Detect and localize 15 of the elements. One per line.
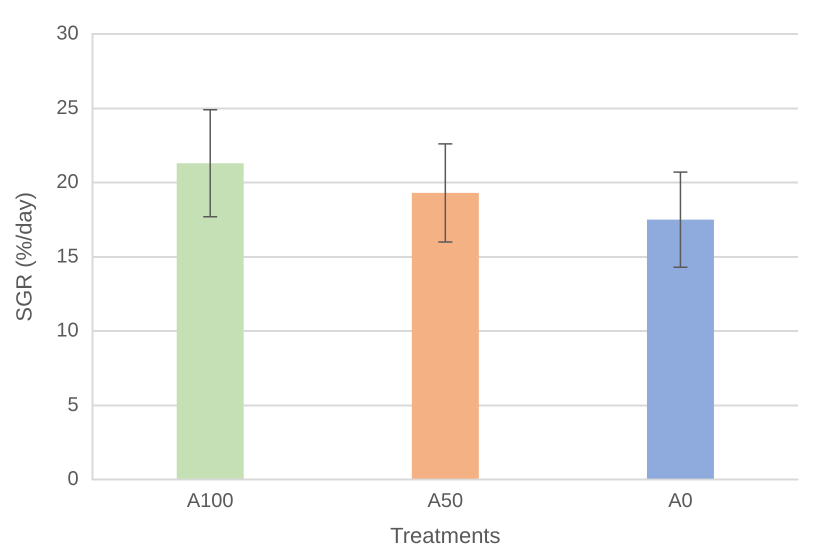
y-tick-label: 10 xyxy=(56,320,79,342)
bar xyxy=(646,220,714,479)
y-tick-label: 15 xyxy=(56,245,79,268)
y-tick-label: 0 xyxy=(68,468,79,490)
x-axis-title: Treatments xyxy=(390,522,501,548)
y-tick-label: 5 xyxy=(68,394,79,416)
x-tick-label: A50 xyxy=(428,490,464,512)
x-tick-label: A0 xyxy=(668,490,693,512)
x-tick-label: A100 xyxy=(186,490,234,512)
y-axis-title: SGR (%/day) xyxy=(11,192,36,322)
y-tick-label: 30 xyxy=(56,22,79,45)
y-tick-label: 25 xyxy=(56,96,79,119)
bar xyxy=(412,192,479,479)
y-tick-label: 20 xyxy=(56,171,79,194)
bar xyxy=(176,163,244,479)
